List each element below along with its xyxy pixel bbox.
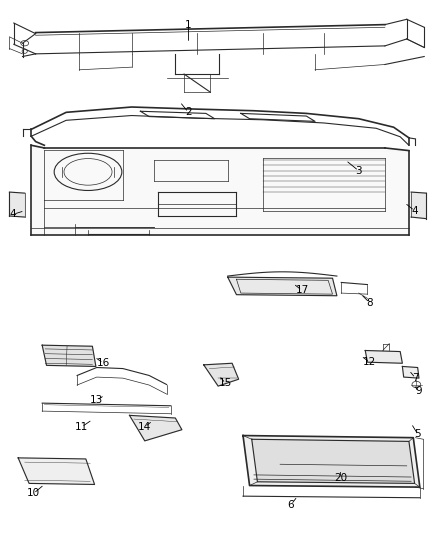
- Polygon shape: [18, 458, 95, 484]
- Text: 11: 11: [75, 422, 88, 432]
- Polygon shape: [10, 192, 25, 217]
- Text: 10: 10: [27, 489, 40, 498]
- Polygon shape: [130, 415, 182, 441]
- Polygon shape: [42, 345, 96, 367]
- Text: 12: 12: [363, 357, 376, 367]
- Text: 8: 8: [366, 297, 373, 308]
- Polygon shape: [204, 364, 239, 386]
- Polygon shape: [365, 351, 403, 364]
- Text: 5: 5: [414, 429, 421, 439]
- Text: 20: 20: [334, 473, 347, 483]
- Text: 3: 3: [355, 166, 362, 176]
- Text: 2: 2: [185, 107, 192, 117]
- Text: 1: 1: [185, 20, 192, 30]
- Polygon shape: [252, 439, 415, 483]
- Text: 16: 16: [97, 358, 110, 368]
- Text: 9: 9: [416, 386, 422, 397]
- Polygon shape: [411, 192, 426, 219]
- Text: 7: 7: [412, 373, 419, 383]
- Polygon shape: [403, 367, 419, 378]
- Polygon shape: [243, 435, 420, 487]
- Text: 4: 4: [411, 206, 418, 216]
- Polygon shape: [31, 148, 409, 235]
- Polygon shape: [228, 277, 337, 296]
- Text: 15: 15: [219, 378, 232, 389]
- Text: 13: 13: [90, 395, 103, 406]
- Text: 14: 14: [138, 422, 152, 432]
- Text: 17: 17: [295, 286, 309, 295]
- Text: 4: 4: [10, 209, 16, 220]
- Text: 6: 6: [288, 499, 294, 510]
